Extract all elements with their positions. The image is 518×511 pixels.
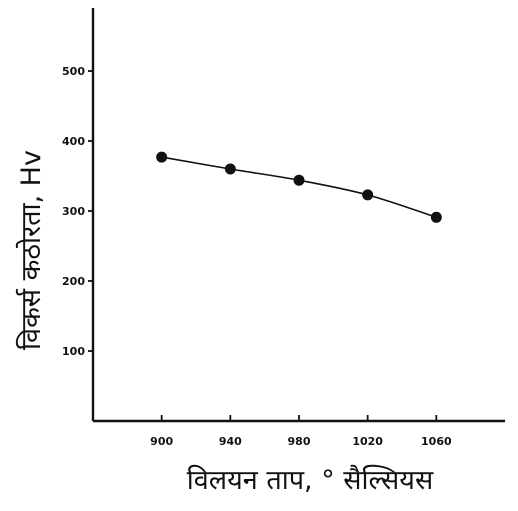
x-tick-label: 980 bbox=[288, 435, 311, 448]
data-point bbox=[156, 151, 168, 163]
x-tick-label: 1060 bbox=[421, 435, 452, 448]
y-tick-label: 500 bbox=[62, 65, 85, 78]
y-tick-label: 300 bbox=[62, 205, 85, 218]
data-point bbox=[430, 211, 442, 223]
x-tick-label: 940 bbox=[219, 435, 242, 448]
x-tick-label: 1020 bbox=[352, 435, 383, 448]
data-point bbox=[224, 163, 236, 175]
x-axis-title: विलयन ताप, ° सैल्सियस bbox=[187, 464, 434, 496]
data-point bbox=[362, 189, 374, 201]
y-axis-title: विकर्स कठोरता, Hv bbox=[15, 150, 47, 350]
y-tick-label: 400 bbox=[62, 135, 85, 148]
y-tick-label: 200 bbox=[62, 275, 85, 288]
x-tick-label: 900 bbox=[150, 435, 173, 448]
series-line bbox=[161, 156, 437, 219]
data-point bbox=[293, 174, 305, 186]
y-tick-label: 100 bbox=[62, 345, 85, 358]
